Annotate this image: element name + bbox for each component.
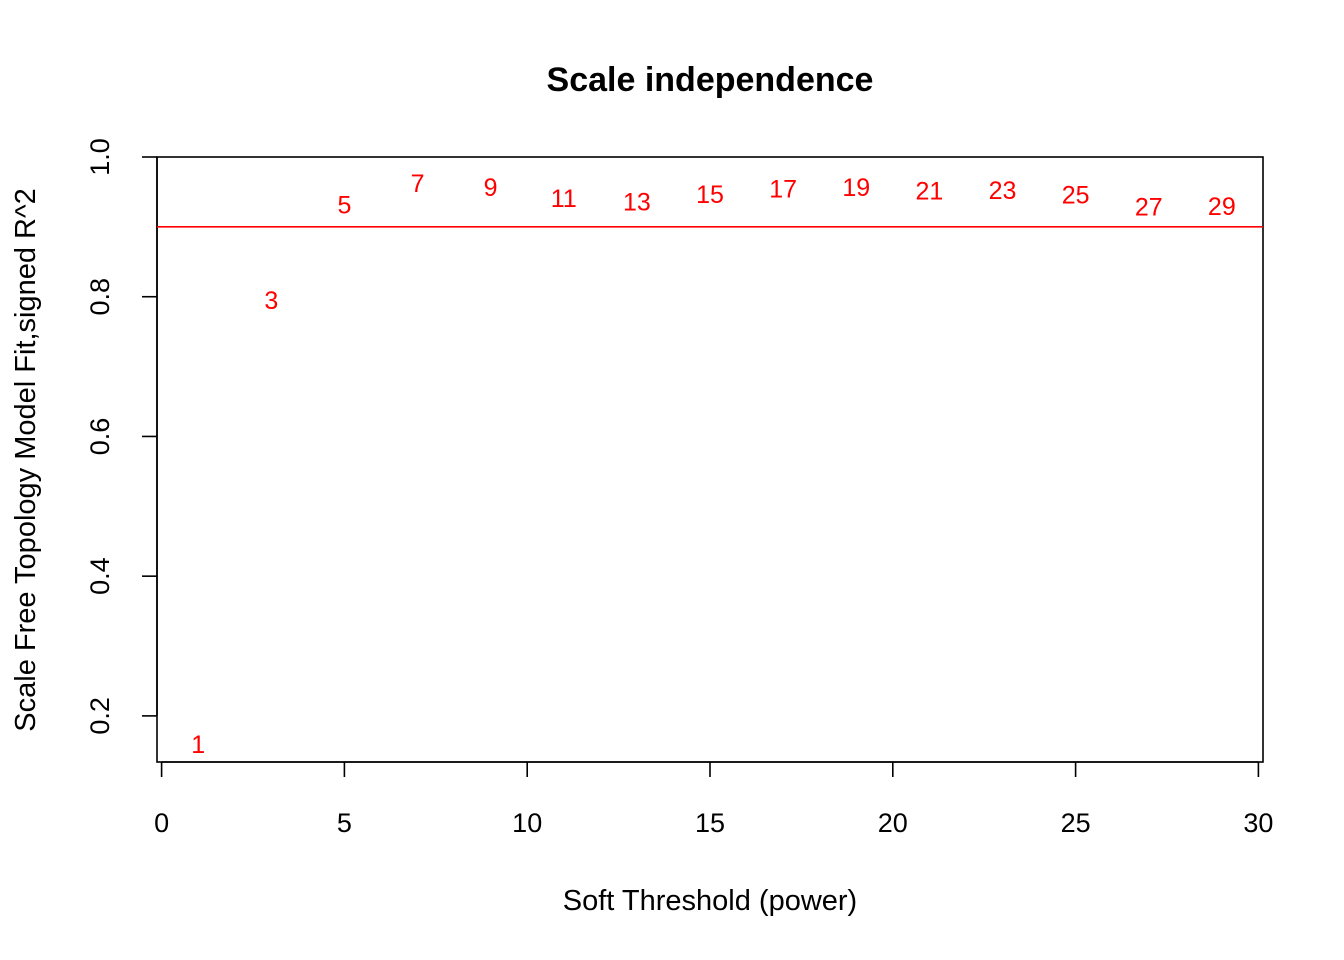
point-label: 21 (915, 178, 943, 206)
y-tick-label: 1.0 (85, 138, 115, 176)
x-tick-label: 5 (337, 808, 352, 838)
point-label: 1 (191, 731, 205, 759)
point-label: 25 (1062, 182, 1090, 210)
y-tick-label: 0.2 (85, 697, 115, 735)
x-tick-label: 25 (1061, 808, 1091, 838)
point-label: 15 (696, 181, 724, 209)
point-label: 29 (1208, 193, 1236, 221)
point-label: 19 (842, 174, 870, 202)
point-label: 27 (1135, 194, 1163, 222)
x-axis-ticks: 0 5 10 15 20 25 30 (154, 762, 1273, 838)
chart-title: Scale independence (547, 61, 874, 99)
y-axis-ticks: 0.2 0.4 0.6 0.8 1.0 (85, 138, 157, 735)
point-label: 17 (769, 175, 797, 203)
point-label: 9 (484, 174, 498, 202)
x-axis-label: Soft Threshold (power) (563, 885, 857, 917)
point-label: 11 (551, 185, 577, 213)
x-tick-label: 10 (512, 808, 542, 838)
point-label: 23 (989, 177, 1017, 205)
x-tick-label: 15 (695, 808, 725, 838)
x-tick-label: 30 (1243, 808, 1273, 838)
y-axis-label: Scale Free Topology Model Fit,signed R^2 (10, 188, 42, 731)
point-label: 3 (264, 287, 278, 315)
x-tick-label: 20 (878, 808, 908, 838)
y-tick-label: 0.6 (85, 418, 115, 456)
y-tick-label: 0.4 (85, 557, 115, 595)
y-tick-label: 0.8 (85, 278, 115, 316)
point-label: 7 (411, 170, 425, 198)
point-label: 5 (337, 192, 351, 220)
point-label: 13 (623, 189, 651, 217)
x-tick-label: 0 (154, 808, 169, 838)
